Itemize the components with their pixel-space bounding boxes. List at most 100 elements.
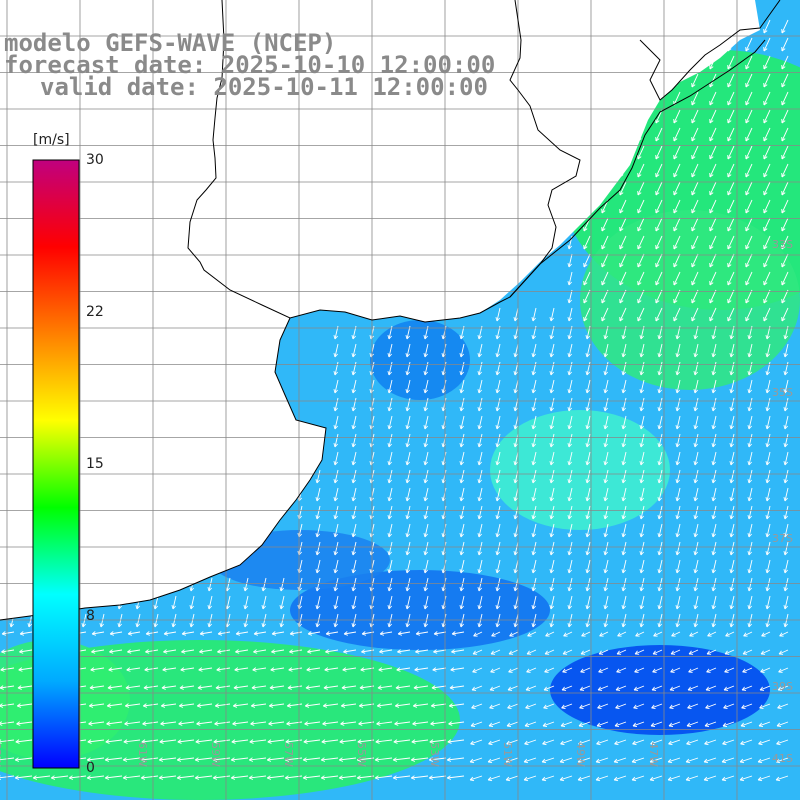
wind-arrow	[639, 613, 645, 628]
wind-arrow	[675, 397, 681, 412]
wind-arrow	[567, 577, 573, 592]
wind-arrow	[513, 433, 519, 448]
wind-arrow	[315, 541, 321, 556]
wind-arrow	[639, 523, 645, 538]
wind-arrow	[598, 667, 609, 673]
wind-arrow	[459, 487, 465, 502]
wind-arrow	[549, 343, 555, 358]
wind-arrow	[729, 559, 735, 574]
wind-arrow	[267, 739, 285, 744]
wind-arrow	[243, 613, 249, 628]
wind-arrow	[159, 739, 177, 744]
wind-arrow	[673, 217, 681, 232]
wind-arrow	[423, 415, 429, 430]
wind-arrow	[585, 559, 591, 574]
wind-arrow	[104, 775, 123, 780]
wind-arrow	[214, 721, 231, 726]
wind-arrow	[513, 343, 519, 358]
wind-arrow	[781, 55, 789, 70]
wind-arrow	[230, 775, 249, 780]
wind-arrow	[619, 253, 627, 268]
wind-arrow	[621, 559, 627, 574]
wind-arrow	[675, 577, 681, 592]
wind-arrow	[601, 253, 609, 268]
wind-arrow	[727, 73, 735, 88]
wind-speed-patch	[580, 210, 800, 390]
wind-arrow	[207, 577, 213, 592]
wind-arrow	[143, 685, 159, 690]
wind-arrow	[541, 757, 555, 764]
wind-arrow	[655, 271, 663, 286]
wind-arrow	[781, 37, 789, 52]
wind-arrow	[104, 757, 123, 762]
wind-arrow	[333, 415, 339, 430]
wind-arrow	[585, 487, 591, 502]
wind-arrow	[691, 253, 699, 268]
wind-arrow	[217, 649, 231, 654]
wind-arrow	[781, 253, 789, 268]
wind-arrow	[333, 523, 339, 538]
wind-arrow	[763, 145, 771, 160]
wind-arrow	[693, 541, 699, 556]
wind-arrow	[596, 739, 609, 746]
wind-arrow	[747, 397, 753, 412]
wind-arrow	[687, 703, 699, 709]
wind-arrow	[357, 739, 375, 744]
wind-arrow	[603, 343, 609, 358]
wind-arrow	[322, 721, 339, 726]
wind-arrow	[686, 739, 699, 746]
wind-arrow	[279, 613, 285, 628]
wind-arrow	[763, 253, 771, 268]
wind-arrow	[657, 379, 663, 394]
wind-arrow	[578, 721, 591, 728]
wind-arrow	[657, 487, 663, 502]
wind-arrow	[709, 253, 717, 268]
wind-arrow	[727, 271, 735, 286]
wind-arrow	[1, 631, 15, 636]
colorbar-tick-label: 8	[86, 608, 95, 624]
wind-arrow	[243, 595, 249, 610]
wind-arrow	[781, 145, 789, 160]
wind-arrow	[531, 595, 537, 610]
wind-arrow	[657, 469, 663, 484]
wind-arrow	[271, 649, 285, 654]
wind-arrow	[527, 631, 537, 637]
wind-arrow	[214, 703, 231, 708]
wind-arrow	[711, 433, 717, 448]
wind-arrow	[727, 55, 735, 70]
wind-arrow	[763, 181, 771, 196]
wind-arrow	[765, 559, 771, 574]
wind-arrow	[477, 559, 483, 574]
wind-arrow	[405, 415, 411, 430]
longitude-label: 61W	[136, 742, 149, 767]
wind-arrow	[652, 649, 663, 655]
wind-arrow	[495, 505, 501, 520]
wind-arrow	[495, 469, 501, 484]
wind-arrow	[579, 703, 591, 709]
wind-arrow	[765, 379, 771, 394]
wind-arrow	[307, 631, 321, 636]
wind-arrow	[91, 631, 105, 636]
wind-arrow	[549, 397, 555, 412]
wind-arrow	[760, 649, 771, 655]
colorbar-tick-label: 0	[86, 760, 95, 776]
wind-arrow	[231, 739, 249, 744]
wind-arrow	[639, 433, 645, 448]
wind-arrow	[414, 667, 429, 672]
wind-arrow	[585, 397, 591, 412]
wind-arrow	[567, 451, 573, 466]
wind-arrow	[639, 415, 645, 430]
wind-arrow	[621, 541, 627, 556]
wind-arrow	[765, 433, 771, 448]
wind-arrow	[194, 757, 213, 762]
wind-arrow	[232, 703, 249, 708]
wind-arrow	[705, 703, 717, 709]
wind-arrow	[578, 739, 591, 746]
wind-arrow	[745, 199, 753, 214]
wind-arrow	[615, 685, 627, 691]
wind-arrow	[356, 775, 375, 780]
wind-arrow	[709, 199, 717, 214]
wind-arrow	[567, 343, 573, 358]
wind-arrow	[580, 667, 591, 673]
